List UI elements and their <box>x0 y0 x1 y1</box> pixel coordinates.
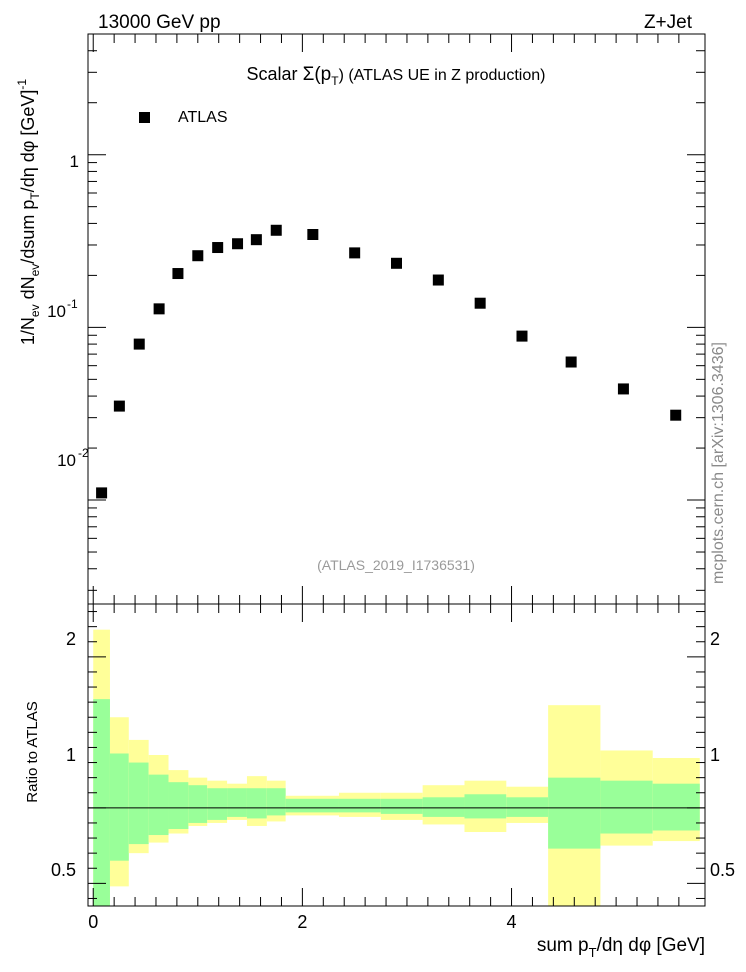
data-point <box>307 228 319 240</box>
main-ytick-label-1: 10 -1 <box>47 297 78 321</box>
data-point <box>153 303 165 315</box>
data-point <box>617 383 629 395</box>
main-axis-ticks <box>88 33 705 604</box>
ratio-bands <box>93 629 700 906</box>
green-band-bin <box>188 785 208 823</box>
watermark: mcplots.cern.ch [arXiv:1306.3436] <box>710 342 727 584</box>
data-point <box>474 297 486 309</box>
ratio-ytick-left-1: 1 <box>66 745 76 765</box>
ratio-xtick-label-1: 2 <box>297 912 307 932</box>
data-point <box>432 274 444 286</box>
ratio-frame <box>87 603 706 907</box>
green-band-bin <box>422 797 465 817</box>
main-ylabel: 1/Nev dNev/dsum pT/dη dφ [GeV]-1 <box>15 79 42 346</box>
green-band-bin <box>246 788 267 819</box>
green-band-bin <box>207 788 228 820</box>
ratio-ytick-left-2: 2 <box>66 629 76 649</box>
green-band-bin <box>168 782 189 829</box>
green-band-bin <box>380 798 423 814</box>
analysis-id: (ATLAS_2019_I1736531) <box>317 557 475 573</box>
data-points <box>96 224 682 499</box>
ratio-ytick-left-0: 0.5 <box>51 860 76 880</box>
data-point <box>270 224 282 236</box>
ratio-xtick-label-2: 4 <box>507 912 517 932</box>
data-point <box>212 242 224 254</box>
data-point <box>349 247 361 259</box>
process-label: Z+Jet <box>644 12 693 33</box>
data-point <box>565 356 577 368</box>
main-ytick-exp-1: -1 <box>67 297 78 311</box>
green-band-bin <box>600 780 653 834</box>
ratio-ytick-right-0: 0.5 <box>710 860 735 880</box>
green-band-bin <box>109 753 129 861</box>
ratio-xtick-label-0: 0 <box>88 912 98 932</box>
data-point <box>172 268 184 280</box>
data-point <box>96 487 108 499</box>
ratio-ylabel: Ratio to ATLAS <box>24 701 41 802</box>
main-ytick-base-1: 10 <box>47 302 66 321</box>
green-band-bin <box>93 699 110 906</box>
main-title: Scalar Σ(pT) (ATLAS UE in Z production) <box>247 64 546 88</box>
data-point <box>113 400 125 412</box>
main-ytick-label-2: 1 <box>70 152 79 171</box>
green-band-bin <box>652 783 700 831</box>
data-point <box>250 234 262 246</box>
main-ytick-exp-0: -2 <box>78 446 89 460</box>
green-band-bin <box>464 794 507 819</box>
ratio-ytick-right-1: 1 <box>710 745 720 765</box>
legend-marker <box>139 112 150 123</box>
green-band-bin <box>227 788 247 817</box>
green-band-bin <box>506 797 549 817</box>
data-point <box>391 257 402 269</box>
data-point <box>232 238 244 250</box>
data-point <box>192 250 204 262</box>
green-band-bin <box>338 798 381 813</box>
green-band-bin <box>285 798 339 813</box>
energy-label: 13000 GeV pp <box>98 12 221 33</box>
xlabel: sum pT/dη dφ [GeV] <box>537 935 705 960</box>
green-band-bin <box>548 777 601 849</box>
green-band-bin <box>266 788 286 816</box>
data-point <box>133 338 145 350</box>
ratio-ytick-right-2: 2 <box>710 629 720 649</box>
green-band-bin <box>148 774 169 836</box>
ratio-axis-ticks <box>88 604 705 906</box>
main-ytick-label-0: 10 -2 <box>57 446 89 470</box>
data-point <box>670 409 682 421</box>
data-point <box>516 330 528 342</box>
main-ytick-base-0: 10 <box>57 451 76 470</box>
green-band-bin <box>128 762 149 845</box>
legend-label: ATLAS <box>178 109 228 126</box>
